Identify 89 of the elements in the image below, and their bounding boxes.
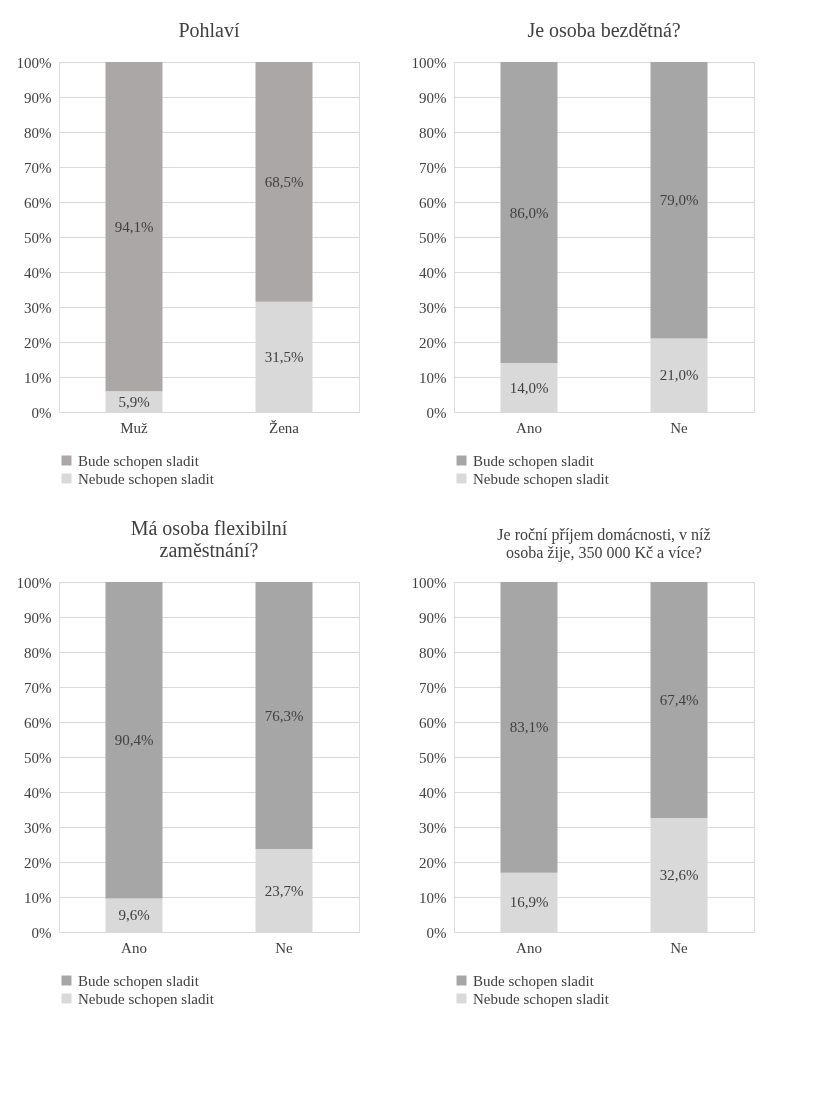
y-tick-label: 10% xyxy=(419,889,447,906)
y-tick-label: 40% xyxy=(419,264,447,281)
legend-label: Nebude schopen sladit xyxy=(78,470,215,487)
y-tick-label: 20% xyxy=(24,334,52,351)
bar xyxy=(255,582,313,850)
y-tick-label: 80% xyxy=(419,644,447,661)
y-tick-label: 0% xyxy=(426,924,447,941)
y-tick-label: 60% xyxy=(419,194,447,211)
y-tick-label: 80% xyxy=(24,644,52,661)
y-tick-label: 10% xyxy=(419,369,447,386)
data-label: 14,0% xyxy=(509,379,549,396)
y-tick-label: 40% xyxy=(24,784,52,801)
x-tick-label: Ne xyxy=(275,939,294,956)
chart-title: Je roční příjem domácnosti, v níž osoba žije, 350 000 Kč a více? xyxy=(497,526,711,562)
y-tick-label: 70% xyxy=(419,679,447,696)
legend-label: Bude schopen sladit xyxy=(473,452,595,469)
y-tick-label: 30% xyxy=(24,299,52,316)
y-tick-label: 70% xyxy=(419,159,447,176)
data-label: 68,5% xyxy=(264,173,304,190)
x-tick-label: Ne xyxy=(670,419,689,436)
y-tick-label: 80% xyxy=(419,124,447,141)
data-label: 76,3% xyxy=(264,707,304,724)
chart-title: Je osoba bezdětná? xyxy=(527,19,681,41)
bar xyxy=(650,62,708,339)
y-tick-label: 90% xyxy=(419,89,447,106)
y-tick-label: 80% xyxy=(24,124,52,141)
y-tick-label: 40% xyxy=(24,264,52,281)
y-tick-label: 90% xyxy=(419,609,447,626)
bar xyxy=(105,582,163,899)
chart-title: Má osoba flexibilní zaměstnání? xyxy=(130,517,288,561)
data-label: 9,6% xyxy=(118,907,150,924)
data-label: 5,9% xyxy=(118,393,150,410)
legend-label: Nebude schopen sladit xyxy=(473,470,610,487)
y-tick-label: 20% xyxy=(24,854,52,871)
x-tick-label: Ano xyxy=(516,419,542,436)
y-tick-label: 90% xyxy=(24,89,52,106)
bar xyxy=(500,62,558,363)
legend-label: Bude schopen sladit xyxy=(473,972,595,989)
y-tick-label: 50% xyxy=(24,749,52,766)
data-label: 79,0% xyxy=(659,192,699,209)
y-tick-label: 10% xyxy=(24,889,52,906)
bar xyxy=(105,898,163,932)
y-tick-label: 100% xyxy=(16,574,52,591)
legend-label: Bude schopen sladit xyxy=(78,452,200,469)
y-tick-label: 100% xyxy=(16,54,52,71)
data-label: 67,4% xyxy=(659,691,699,708)
x-tick-label: Ano xyxy=(516,939,542,956)
bar xyxy=(255,62,313,302)
data-label: 21,0% xyxy=(659,367,699,384)
y-tick-label: 70% xyxy=(24,679,52,696)
y-tick-label: 100% xyxy=(411,574,447,591)
legend-label: Nebude schopen sladit xyxy=(473,990,610,1007)
y-tick-label: 50% xyxy=(24,229,52,246)
data-label: 16,9% xyxy=(509,894,549,911)
data-label: 83,1% xyxy=(509,719,549,736)
legend-label: Bude schopen sladit xyxy=(78,972,200,989)
y-tick-label: 100% xyxy=(411,54,447,71)
bar xyxy=(105,62,163,392)
bar xyxy=(500,582,558,873)
data-label: 31,5% xyxy=(264,348,304,365)
x-tick-label: Žena xyxy=(269,419,300,436)
data-label: 94,1% xyxy=(114,218,154,235)
y-tick-label: 20% xyxy=(419,854,447,871)
y-tick-label: 30% xyxy=(419,299,447,316)
y-tick-label: 50% xyxy=(419,229,447,246)
y-tick-label: 30% xyxy=(24,819,52,836)
x-tick-label: Ano xyxy=(121,939,147,956)
legend-label: Nebude schopen sladit xyxy=(78,990,215,1007)
data-label: 32,6% xyxy=(659,866,699,883)
y-tick-label: 30% xyxy=(419,819,447,836)
data-label: 90,4% xyxy=(114,732,154,749)
y-tick-label: 20% xyxy=(419,334,447,351)
y-tick-label: 60% xyxy=(24,194,52,211)
y-tick-label: 90% xyxy=(24,609,52,626)
y-tick-label: 40% xyxy=(419,784,447,801)
y-tick-label: 0% xyxy=(31,924,52,941)
data-label: 23,7% xyxy=(264,882,304,899)
y-tick-label: 10% xyxy=(24,369,52,386)
y-tick-label: 0% xyxy=(426,404,447,421)
y-tick-label: 60% xyxy=(419,714,447,731)
chart-title: Pohlaví xyxy=(178,19,240,41)
x-tick-label: Ne xyxy=(670,939,689,956)
data-label: 86,0% xyxy=(509,204,549,221)
y-tick-label: 0% xyxy=(31,404,52,421)
y-tick-label: 50% xyxy=(419,749,447,766)
y-tick-label: 70% xyxy=(24,159,52,176)
y-tick-label: 60% xyxy=(24,714,52,731)
bar xyxy=(650,582,708,818)
x-tick-label: Muž xyxy=(120,419,149,436)
